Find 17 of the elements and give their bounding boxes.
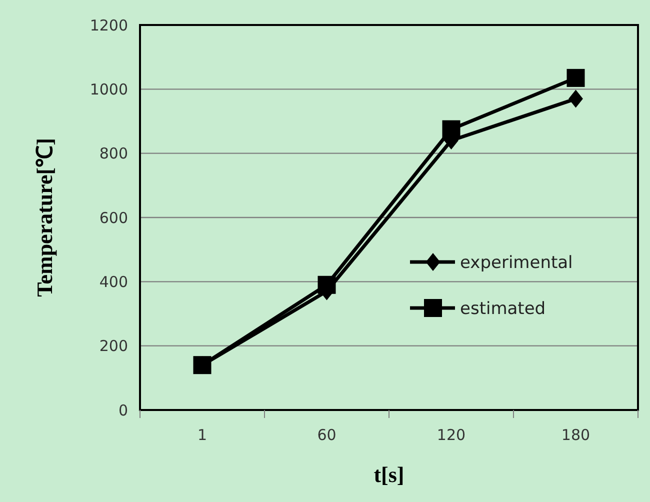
y-axis-title: Temperature[℃] xyxy=(32,138,57,297)
y-tick-label: 800 xyxy=(99,144,128,163)
point xyxy=(568,90,583,108)
y-tick-label: 0 xyxy=(118,401,128,420)
x-tick-label: 1 xyxy=(197,426,208,444)
x-tick-label: 60 xyxy=(317,426,336,444)
x-axis-title: t[s] xyxy=(374,462,404,487)
x-tick-label: 120 xyxy=(436,426,466,444)
y-tick-label: 400 xyxy=(99,272,128,291)
y-tick-label: 600 xyxy=(99,208,128,227)
legend-label: experimental xyxy=(460,252,573,273)
y-tick-label: 1000 xyxy=(90,80,128,98)
y-tick-label: 1200 xyxy=(90,16,128,34)
x-tick-label: 180 xyxy=(561,426,590,444)
legend-label: estimated xyxy=(460,298,546,319)
point xyxy=(566,68,585,87)
y-tick-label: 200 xyxy=(99,337,128,356)
